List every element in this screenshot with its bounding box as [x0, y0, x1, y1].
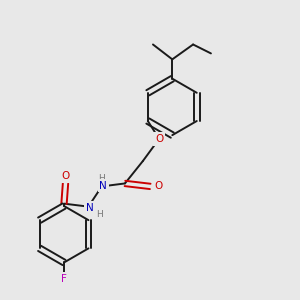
Text: N: N [99, 181, 107, 190]
Text: H: H [98, 175, 105, 184]
Text: F: F [61, 274, 67, 284]
Text: O: O [155, 134, 163, 144]
Text: O: O [154, 182, 162, 191]
Text: H: H [96, 210, 103, 219]
Text: N: N [86, 202, 94, 212]
Text: O: O [61, 171, 70, 181]
